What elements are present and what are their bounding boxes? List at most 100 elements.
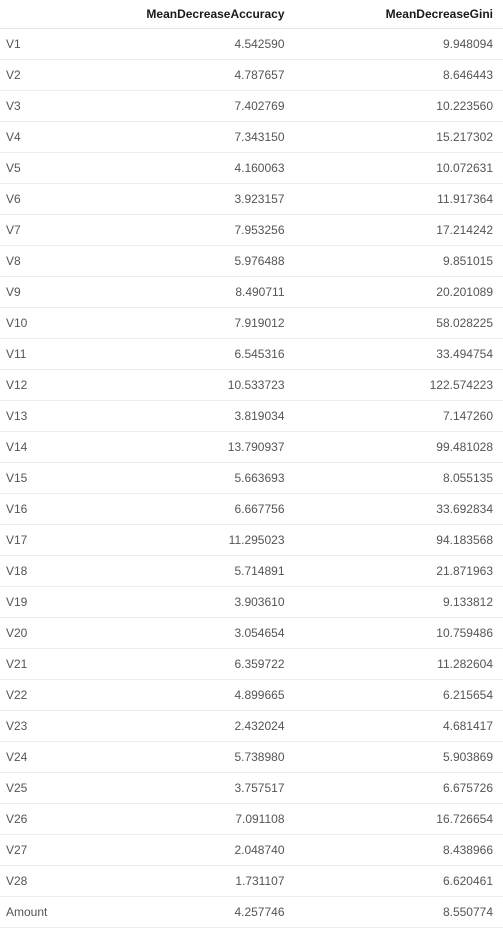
table-row: V37.40276910.223560 xyxy=(0,91,503,122)
cell-accuracy: 2.432024 xyxy=(86,711,295,742)
cell-accuracy: 5.976488 xyxy=(86,246,295,277)
table-row: V253.7575176.675726 xyxy=(0,773,503,804)
header-gini: MeanDecreaseGini xyxy=(295,0,503,29)
cell-gini: 8.550774 xyxy=(295,897,503,928)
row-label: V20 xyxy=(0,618,86,649)
table-row: V155.6636938.055135 xyxy=(0,463,503,494)
cell-gini: 6.675726 xyxy=(295,773,503,804)
cell-accuracy: 13.790937 xyxy=(86,432,295,463)
table-row: V77.95325617.214242 xyxy=(0,215,503,246)
row-label: V27 xyxy=(0,835,86,866)
cell-gini: 33.692834 xyxy=(295,494,503,525)
table-row: V133.8190347.147260 xyxy=(0,401,503,432)
row-label: V5 xyxy=(0,153,86,184)
row-label: V7 xyxy=(0,215,86,246)
row-label: V13 xyxy=(0,401,86,432)
table-row: V47.34315015.217302 xyxy=(0,122,503,153)
cell-accuracy: 10.533723 xyxy=(86,370,295,401)
row-label: V3 xyxy=(0,91,86,122)
row-label: V28 xyxy=(0,866,86,897)
cell-accuracy: 5.738980 xyxy=(86,742,295,773)
cell-gini: 10.759486 xyxy=(295,618,503,649)
row-label: V10 xyxy=(0,308,86,339)
cell-accuracy: 7.402769 xyxy=(86,91,295,122)
cell-gini: 8.646443 xyxy=(295,60,503,91)
header-row: MeanDecreaseAccuracy MeanDecreaseGini xyxy=(0,0,503,29)
cell-gini: 9.948094 xyxy=(295,29,503,60)
table-row: V267.09110816.726654 xyxy=(0,804,503,835)
cell-gini: 11.282604 xyxy=(295,649,503,680)
cell-gini: 21.871963 xyxy=(295,556,503,587)
cell-accuracy: 1.731107 xyxy=(86,866,295,897)
row-label: V6 xyxy=(0,184,86,215)
row-label: V19 xyxy=(0,587,86,618)
cell-accuracy: 4.787657 xyxy=(86,60,295,91)
importance-table: MeanDecreaseAccuracy MeanDecreaseGini V1… xyxy=(0,0,503,928)
row-label: V4 xyxy=(0,122,86,153)
cell-gini: 16.726654 xyxy=(295,804,503,835)
cell-gini: 6.620461 xyxy=(295,866,503,897)
table-row: V272.0487408.438966 xyxy=(0,835,503,866)
header-blank xyxy=(0,0,86,29)
table-row: V224.8996656.215654 xyxy=(0,680,503,711)
cell-accuracy: 4.160063 xyxy=(86,153,295,184)
row-label: V16 xyxy=(0,494,86,525)
cell-gini: 15.217302 xyxy=(295,122,503,153)
table-row: V166.66775633.692834 xyxy=(0,494,503,525)
table-row: V1711.29502394.183568 xyxy=(0,525,503,556)
cell-gini: 7.147260 xyxy=(295,401,503,432)
cell-gini: 5.903869 xyxy=(295,742,503,773)
cell-accuracy: 2.048740 xyxy=(86,835,295,866)
cell-gini: 122.574223 xyxy=(295,370,503,401)
row-label: V11 xyxy=(0,339,86,370)
cell-accuracy: 7.919012 xyxy=(86,308,295,339)
table-row: V193.9036109.133812 xyxy=(0,587,503,618)
row-label: V22 xyxy=(0,680,86,711)
cell-gini: 94.183568 xyxy=(295,525,503,556)
cell-accuracy: 3.054654 xyxy=(86,618,295,649)
row-label: V9 xyxy=(0,277,86,308)
row-label: V23 xyxy=(0,711,86,742)
cell-gini: 10.072631 xyxy=(295,153,503,184)
cell-gini: 20.201089 xyxy=(295,277,503,308)
row-label: V8 xyxy=(0,246,86,277)
cell-accuracy: 7.953256 xyxy=(86,215,295,246)
row-label: V15 xyxy=(0,463,86,494)
table-body: V14.5425909.948094V24.7876578.646443V37.… xyxy=(0,29,503,928)
cell-accuracy: 11.295023 xyxy=(86,525,295,556)
row-label: V25 xyxy=(0,773,86,804)
table-row: V54.16006310.072631 xyxy=(0,153,503,184)
cell-accuracy: 7.091108 xyxy=(86,804,295,835)
cell-gini: 99.481028 xyxy=(295,432,503,463)
table-row: V85.9764889.851015 xyxy=(0,246,503,277)
cell-accuracy: 4.257746 xyxy=(86,897,295,928)
cell-accuracy: 4.542590 xyxy=(86,29,295,60)
cell-gini: 9.851015 xyxy=(295,246,503,277)
row-label: V26 xyxy=(0,804,86,835)
cell-gini: 9.133812 xyxy=(295,587,503,618)
cell-accuracy: 3.923157 xyxy=(86,184,295,215)
cell-gini: 8.055135 xyxy=(295,463,503,494)
table-row: V24.7876578.646443 xyxy=(0,60,503,91)
row-label: V17 xyxy=(0,525,86,556)
table-row: V245.7389805.903869 xyxy=(0,742,503,773)
row-label: V14 xyxy=(0,432,86,463)
cell-accuracy: 5.663693 xyxy=(86,463,295,494)
row-label: V1 xyxy=(0,29,86,60)
cell-accuracy: 8.490711 xyxy=(86,277,295,308)
table-row: V1210.533723122.574223 xyxy=(0,370,503,401)
cell-gini: 10.223560 xyxy=(295,91,503,122)
table-row: V281.7311076.620461 xyxy=(0,866,503,897)
table-row: V203.05465410.759486 xyxy=(0,618,503,649)
cell-accuracy: 6.545316 xyxy=(86,339,295,370)
table-row: V216.35972211.282604 xyxy=(0,649,503,680)
cell-gini: 11.917364 xyxy=(295,184,503,215)
table-row: Amount4.2577468.550774 xyxy=(0,897,503,928)
cell-gini: 8.438966 xyxy=(295,835,503,866)
cell-accuracy: 5.714891 xyxy=(86,556,295,587)
cell-accuracy: 3.819034 xyxy=(86,401,295,432)
row-label: V12 xyxy=(0,370,86,401)
table-row: V116.54531633.494754 xyxy=(0,339,503,370)
cell-accuracy: 6.667756 xyxy=(86,494,295,525)
table-row: V185.71489121.871963 xyxy=(0,556,503,587)
